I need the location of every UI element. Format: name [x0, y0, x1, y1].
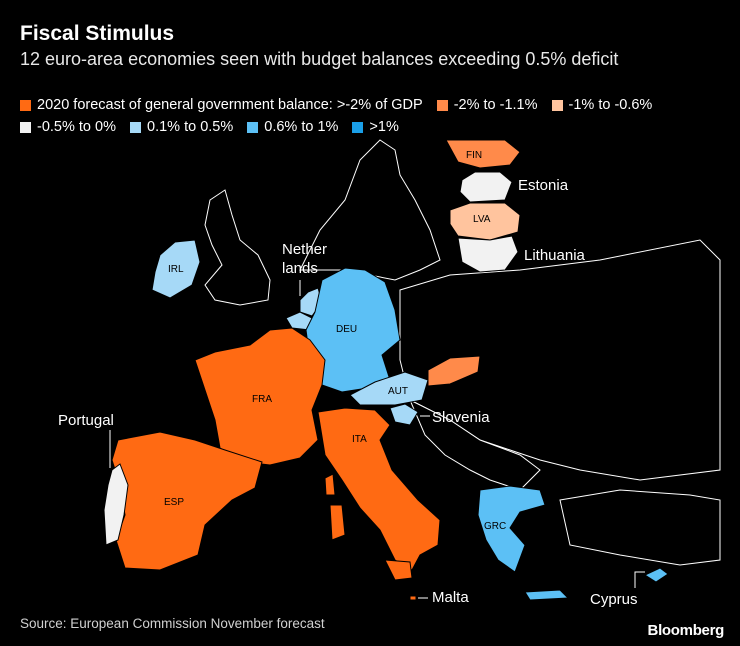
country-slovenia — [389, 403, 419, 426]
legend-item: -1% to -0.6% — [551, 97, 653, 113]
legend-swatch — [20, 121, 31, 133]
legend-swatch — [551, 99, 563, 111]
label-lithuania: Lithuania — [524, 247, 586, 264]
legend-label: -0.5% to 0% — [37, 119, 116, 135]
country-austria — [349, 371, 429, 406]
code-fin: FIN — [466, 150, 482, 161]
legend-swatch — [436, 99, 448, 111]
source-note: Source: European Commission November for… — [20, 616, 325, 631]
label-portugal: Portugal — [58, 412, 114, 429]
turkey-land — [559, 489, 721, 566]
country-sicily — [384, 559, 413, 581]
country-finland — [445, 139, 521, 169]
legend-item: >1% — [352, 119, 399, 135]
label-malta: Malta — [432, 589, 469, 606]
country-portugal — [103, 463, 129, 546]
label-estonia: Estonia — [518, 177, 569, 194]
cyprus-leader — [634, 571, 645, 588]
country-lithuania — [457, 235, 519, 273]
code-esp: ESP — [164, 497, 184, 508]
legend-item: 2020 forecast of general government bala… — [20, 97, 423, 113]
country-corsica — [324, 473, 336, 496]
great-britain-land — [204, 189, 271, 306]
label-cyprus: Cyprus — [590, 591, 638, 608]
legend-swatch — [352, 121, 364, 133]
country-sardinia — [329, 504, 346, 541]
country-cyprus — [643, 567, 669, 583]
label-netherlands-line1: Nether — [282, 241, 327, 258]
scandinavia-land — [299, 139, 441, 281]
legend-item: -0.5% to 0% — [20, 119, 116, 135]
country-greece — [477, 485, 546, 573]
country-malta — [409, 595, 417, 601]
label-netherlands-line2: lands — [282, 260, 318, 277]
code-fra: FRA — [252, 394, 272, 405]
legend-row-2: -0.5% to 0% 0.1% to 0.5% 0.6% to 1% >1% — [20, 119, 413, 135]
code-grc: GRC — [484, 521, 506, 532]
country-estonia — [459, 171, 513, 203]
legend-label: >1% — [369, 119, 399, 135]
legend-label: 2020 forecast of general government bala… — [37, 97, 423, 113]
chart-subtitle: 12 euro-area economies seen with budget … — [20, 49, 619, 69]
country-france — [194, 327, 326, 466]
chart-title: Fiscal Stimulus — [20, 22, 175, 45]
code-irl: IRL — [168, 264, 184, 275]
country-latvia — [449, 202, 521, 241]
legend-label: -2% to -1.1% — [453, 97, 538, 113]
legend-swatch — [247, 121, 259, 133]
country-ireland — [151, 239, 201, 299]
euro-area-countries — [103, 139, 669, 601]
legend-swatch — [20, 99, 31, 111]
non-euro-land — [204, 139, 721, 566]
legend-swatch — [130, 121, 141, 133]
country-italy — [317, 407, 441, 571]
country-crete — [524, 589, 570, 601]
legend-label: 0.6% to 1% — [264, 119, 339, 135]
bloomberg-logo: Bloomberg — [647, 622, 725, 639]
legend-row-1: 2020 forecast of general government bala… — [20, 97, 666, 113]
code-deu: DEU — [336, 324, 357, 335]
legend-label: -1% to -0.6% — [568, 97, 653, 113]
country-slovakia — [427, 355, 481, 387]
code-lva: LVA — [473, 214, 491, 225]
legend-item: -2% to -1.1% — [436, 97, 538, 113]
legend-item: 0.6% to 1% — [247, 119, 338, 135]
leader-lines — [109, 280, 645, 599]
legend-label: 0.1% to 0.5% — [147, 119, 234, 135]
code-aut: AUT — [388, 386, 408, 397]
legend-item: 0.1% to 0.5% — [130, 119, 233, 135]
code-ita: ITA — [352, 434, 367, 445]
label-slovenia: Slovenia — [432, 409, 490, 426]
